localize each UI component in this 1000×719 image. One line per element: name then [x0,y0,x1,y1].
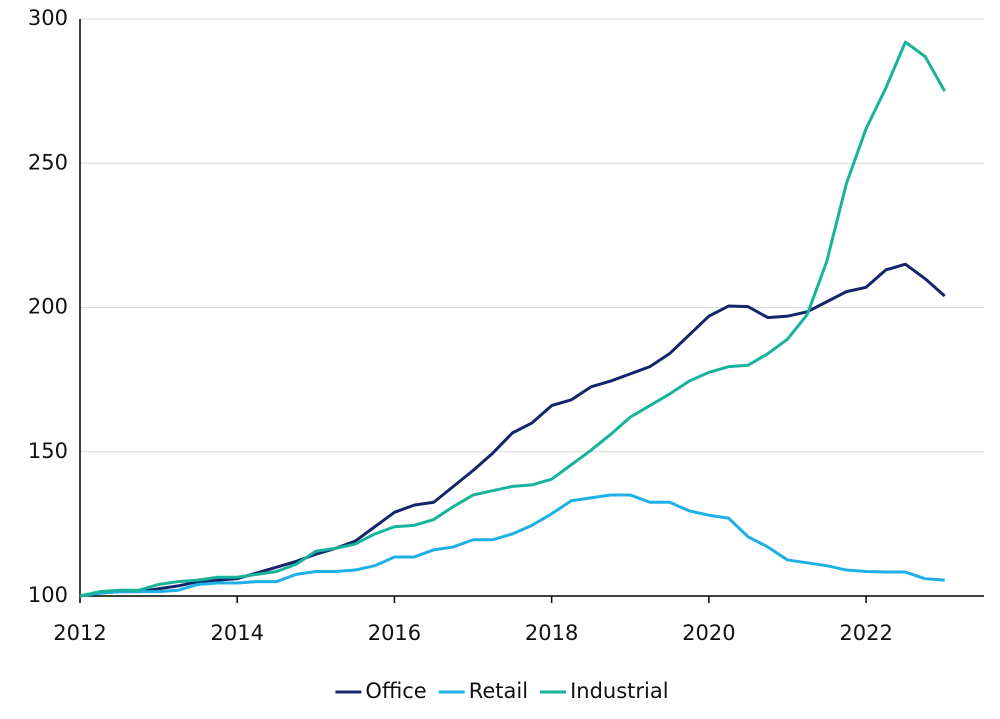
series-line [79,493,945,598]
series-line [79,40,947,598]
y-tick-label: 150 [28,439,68,463]
y-tick-label: 200 [28,295,68,319]
legend-label: Retail [469,679,528,703]
x-tick-label: 2018 [525,621,578,645]
x-tick-label: 2016 [368,621,421,645]
x-tick-label: 2022 [839,621,892,645]
legend-label: Industrial [570,679,669,703]
y-tick-label: 100 [28,583,68,607]
x-tick-label: 2020 [682,621,735,645]
y-tick-label: 250 [28,150,68,174]
legend: Office Retail Industrial [335,679,669,703]
x-tick-label: 2014 [210,621,263,645]
series-line [79,262,946,598]
y-tick-label: 300 [28,6,68,30]
x-tick-label: 2012 [53,621,106,645]
legend-label: Office [365,679,426,703]
